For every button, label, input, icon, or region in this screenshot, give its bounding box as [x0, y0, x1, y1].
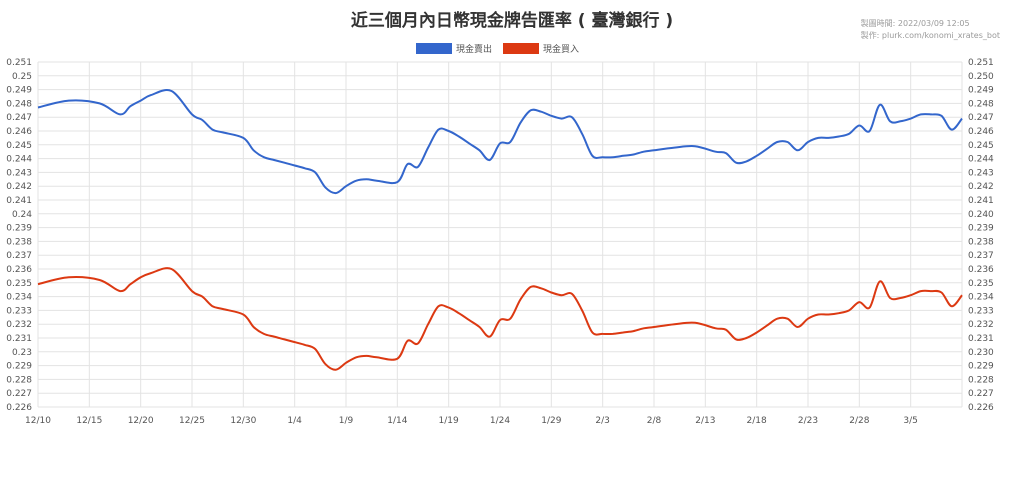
y-tick-label: 0.234	[6, 293, 32, 303]
y-tick-label-right: 0.237	[968, 251, 994, 261]
y-tick-label-right: 0.236	[968, 265, 994, 275]
y-tick-label-right: 0.231	[968, 334, 994, 344]
x-tick-label: 1/4	[287, 416, 302, 426]
y-tick-label: 0.239	[6, 224, 32, 234]
x-tick-label: 1/29	[541, 416, 561, 426]
y-tick-label: 0.248	[6, 99, 32, 109]
x-tick-label: 3/5	[903, 416, 917, 426]
y-tick-label: 0.251	[6, 58, 32, 68]
y-tick-label-right: 0.250	[968, 72, 994, 82]
series-line-cash-buying	[37, 267, 963, 371]
legend-label: 現金買入	[543, 43, 579, 55]
x-tick-label: 12/20	[128, 416, 154, 426]
y-tick-label: 0.246	[6, 127, 32, 137]
y-tick-label: 0.241	[6, 196, 32, 206]
y-tick-label: 0.237	[6, 251, 32, 261]
y-tick-label-right: 0.240	[968, 210, 994, 220]
chart-title: 近三個月內日幣現金牌告匯率 ( 臺灣銀行 )	[350, 11, 674, 31]
y-tick-label-right: 0.244	[968, 155, 994, 165]
y-tick-label-right: 0.229	[968, 362, 994, 372]
y-tick-label-right: 0.239	[968, 224, 994, 234]
y-tick-label: 0.243	[6, 168, 32, 178]
x-tick-label: 1/24	[490, 416, 510, 426]
y-tick-label-right: 0.251	[968, 58, 994, 68]
y-tick-label: 0.245	[6, 141, 32, 151]
x-tick-label: 2/28	[849, 416, 869, 426]
y-tick-label-right: 0.233	[968, 306, 994, 316]
y-tick-label-right: 0.230	[968, 348, 994, 358]
y-tick-label-right: 0.234	[968, 293, 994, 303]
y-tick-label-right: 0.243	[968, 168, 994, 178]
y-tick-label: 0.226	[6, 403, 32, 413]
y-tick-label-right: 0.232	[968, 320, 994, 330]
creator-credit: 製作: plurk.com/konomi_xrates_bot	[860, 31, 1000, 40]
y-tick-label-right: 0.246	[968, 127, 994, 137]
x-tick-label: 12/15	[76, 416, 102, 426]
y-tick-label: 0.227	[6, 389, 32, 399]
series-line-cash-selling	[37, 89, 963, 195]
y-tick-label-right: 0.247	[968, 113, 994, 123]
legend-swatch	[503, 43, 539, 54]
y-tick-label-right: 0.235	[968, 279, 994, 289]
y-axis-right: 0.251 0.250 0.249 0.248 0.247 0.246 0.245 0.244…	[968, 58, 994, 413]
y-tick-label-right: 0.249	[968, 86, 994, 96]
y-tick-label: 0.229	[6, 362, 32, 372]
y-tick-label-right: 0.241	[968, 196, 994, 206]
y-tick-label: 0.247	[6, 113, 32, 123]
y-tick-label-right: 0.238	[968, 237, 994, 247]
y-tick-label: 0.244	[6, 155, 32, 165]
y-tick-label: 0.25	[12, 72, 32, 82]
y-tick-label: 0.24	[12, 210, 32, 220]
y-tick-label: 0.242	[6, 182, 32, 192]
x-tick-label: 2/13	[695, 416, 715, 426]
y-tick-label: 0.232	[6, 320, 32, 330]
x-tick-label: 2/8	[647, 416, 662, 426]
y-tick-label: 0.238	[6, 237, 32, 247]
legend: 現金賣出 現金買入	[416, 43, 579, 55]
x-tick-label: 2/23	[798, 416, 818, 426]
y-axis-left: 0.251 0.25 0.249 0.248 0.247 0.246 0.245 0.244 0…	[6, 58, 32, 413]
grid-lines	[37, 61, 963, 408]
x-tick-label: 1/9	[339, 416, 354, 426]
y-tick-label: 0.236	[6, 265, 32, 275]
x-axis: 12/10 12/15 12/20 12/25 12/30 1/4 1/9 1/14 1/19 1…	[25, 416, 918, 426]
y-tick-label-right: 0.228	[968, 375, 994, 385]
creation-time: 製圖時間: 2022/03/09 12:05	[860, 19, 970, 28]
y-tick-label: 0.23	[12, 348, 32, 358]
legend-swatch	[416, 43, 452, 54]
x-tick-label: 1/14	[387, 416, 407, 426]
x-tick-label: 12/25	[179, 416, 205, 426]
y-tick-label: 0.233	[6, 306, 32, 316]
y-tick-label: 0.231	[6, 334, 32, 344]
y-tick-label: 0.235	[6, 279, 32, 289]
x-tick-label: 12/30	[230, 416, 256, 426]
x-tick-label: 12/10	[25, 416, 51, 426]
x-tick-label: 1/19	[439, 416, 459, 426]
x-tick-label: 2/18	[747, 416, 767, 426]
x-tick-label: 2/3	[595, 416, 609, 426]
y-tick-label: 0.249	[6, 86, 32, 96]
legend-label: 現金賣出	[456, 43, 492, 55]
y-tick-label-right: 0.248	[968, 99, 994, 109]
y-tick-label-right: 0.245	[968, 141, 994, 151]
series-lines	[37, 89, 963, 371]
chart-metadata: 製圖時間: 2022/03/09 12:05 製作: plurk.com/kon…	[861, 18, 1000, 42]
y-tick-label-right: 0.227	[968, 389, 994, 399]
y-tick-label: 0.228	[6, 375, 32, 385]
y-tick-label-right: 0.242	[968, 182, 994, 192]
y-tick-label-right: 0.226	[968, 403, 994, 413]
